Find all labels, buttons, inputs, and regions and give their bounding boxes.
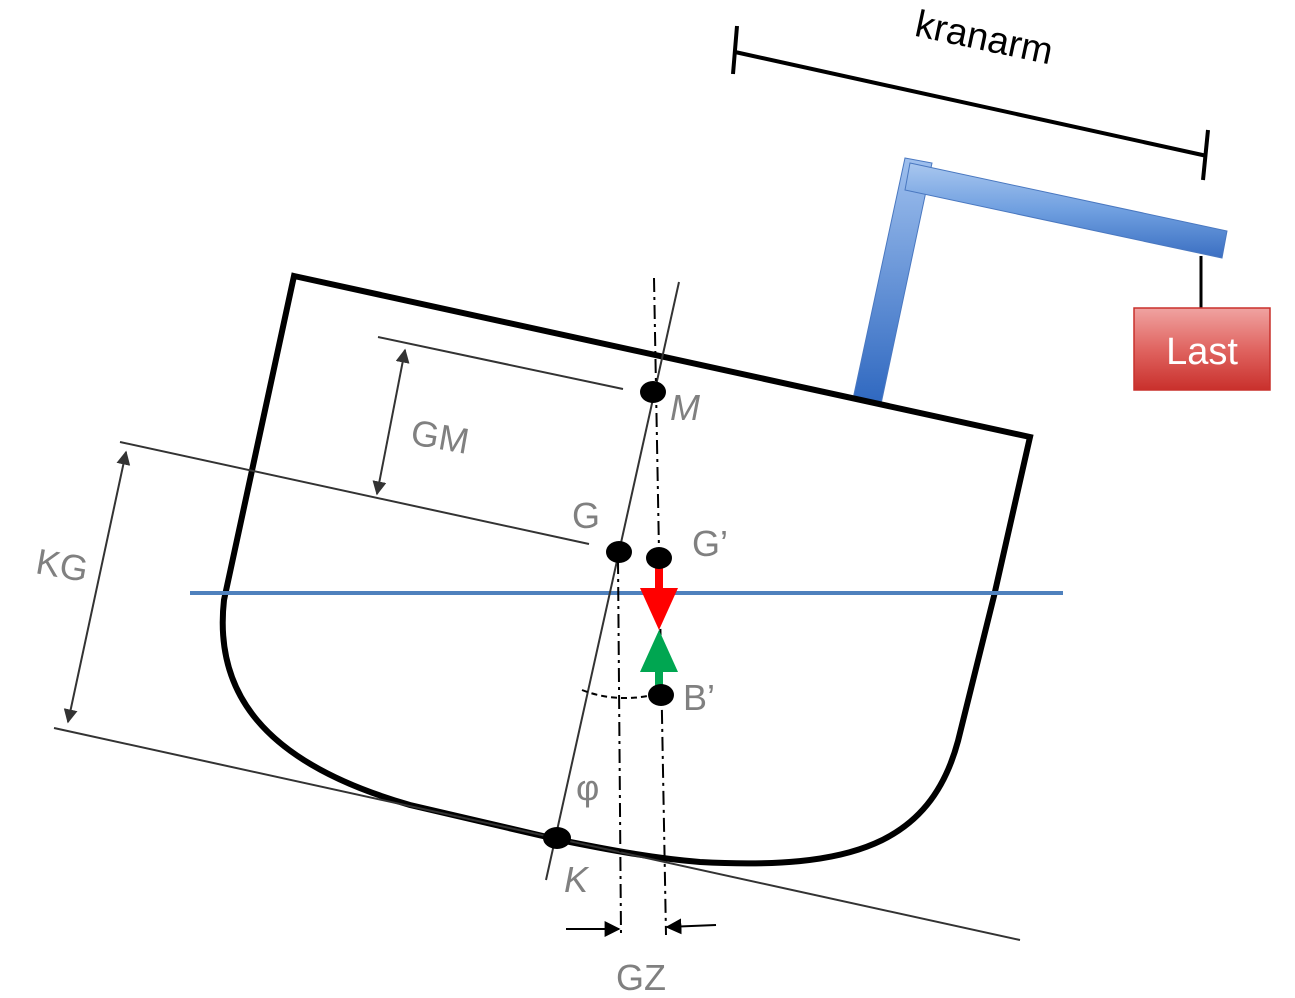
heel-angle-arc [581,689,654,699]
point-b-prime [648,684,674,706]
point-k [543,827,571,849]
crane-boom [904,162,1228,259]
m-label: M [670,387,700,428]
crane-post [852,157,933,405]
g-prime-label: G’ [692,523,728,564]
kg-dimension [63,441,590,724]
load-box [1133,307,1271,391]
load-label: Last [1166,331,1238,373]
vertical-line-g [617,559,622,936]
k-label: K [564,859,590,900]
kg-label: KG [33,540,91,589]
gz-dimension [566,918,717,937]
crane-arm-label: kranarm [912,3,1057,73]
gm-label: GM [408,411,472,461]
ship-hull [219,272,1034,867]
crane-arm-dimension [731,25,1210,181]
gm-dimension [372,336,624,496]
gravity-arrow [640,566,678,630]
point-g-prime [646,547,672,569]
point-m [640,381,666,403]
gz-label: GZ [616,957,666,998]
phi-label: φ [576,767,599,808]
point-g [606,541,632,563]
keel-line [53,727,1021,941]
g-label: G [572,495,600,536]
b-prime-label: B’ [683,677,715,718]
